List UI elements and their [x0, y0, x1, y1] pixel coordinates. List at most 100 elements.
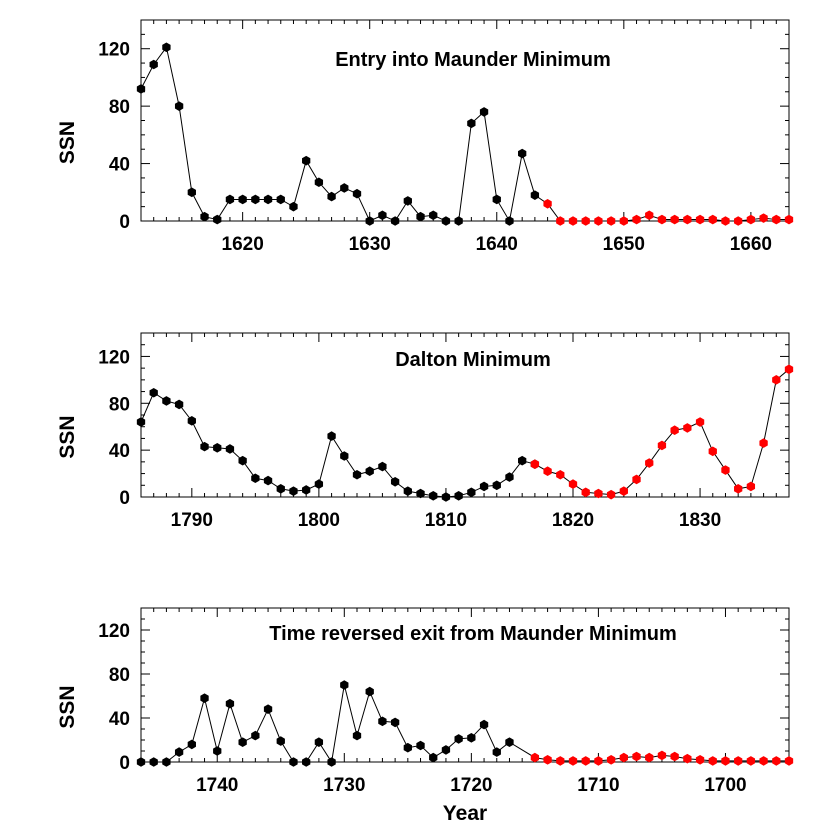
chart-title: Time reversed exit from Maunder Minimum	[269, 623, 677, 645]
x-tick-label: 1620	[222, 234, 264, 255]
data-point	[645, 458, 654, 468]
chart-panel-1: 1620 1630 1640 1650 1660 0 40 80 120 SSN Entry int…	[56, 19, 794, 255]
y-tick-label: 40	[109, 441, 130, 462]
data-point	[416, 211, 425, 222]
data-point	[619, 216, 628, 226]
x-tick-label: 1830	[679, 510, 721, 531]
y-axis-label: SSN	[56, 415, 79, 458]
y-tick-label: 120	[98, 347, 130, 368]
data-point	[759, 213, 768, 223]
data-point	[251, 473, 260, 484]
data-point	[556, 216, 565, 226]
data-point	[225, 194, 235, 205]
data-point	[784, 214, 794, 225]
data-point	[479, 719, 489, 730]
data-point	[518, 148, 527, 159]
y-tick-label: 40	[109, 709, 130, 730]
x-tick-label: 1650	[603, 234, 645, 255]
series-observed	[136, 680, 514, 767]
data-point	[302, 485, 311, 495]
x-tick-label: 1630	[349, 234, 391, 255]
data-point	[708, 756, 717, 766]
data-point	[340, 451, 349, 461]
data-point	[657, 440, 667, 451]
data-point	[543, 466, 552, 477]
data-point	[479, 481, 489, 492]
data-point	[213, 746, 222, 756]
data-point	[721, 216, 730, 226]
data-point	[619, 486, 628, 496]
series-observed	[136, 387, 540, 502]
data-point	[390, 216, 400, 226]
data-point	[683, 423, 692, 433]
x-tick-label: 1640	[476, 234, 518, 255]
data-point	[289, 757, 298, 767]
data-point	[543, 198, 552, 209]
data-point	[365, 466, 374, 477]
data-point	[594, 488, 603, 499]
data-point	[518, 455, 527, 466]
data-point	[441, 745, 451, 755]
data-point	[225, 444, 235, 454]
data-point	[149, 59, 158, 70]
series-minimum	[530, 750, 794, 766]
data-point	[670, 425, 679, 436]
data-point	[759, 438, 768, 448]
data-point	[568, 479, 578, 489]
data-point	[187, 416, 196, 426]
series-minimum	[530, 364, 794, 500]
data-point	[632, 214, 641, 225]
data-point	[403, 196, 412, 206]
data-point	[746, 214, 756, 225]
data-point	[149, 387, 158, 398]
data-point	[784, 364, 794, 375]
data-point	[734, 216, 743, 226]
y-tick-label: 80	[109, 665, 130, 686]
x-tick-label: 1820	[552, 510, 594, 531]
y-tick-label: 0	[119, 488, 130, 509]
data-point	[606, 755, 616, 765]
data-point	[416, 488, 425, 499]
y-tick-label: 0	[119, 753, 130, 774]
data-point	[340, 183, 349, 193]
data-point	[556, 756, 565, 766]
data-point	[530, 459, 540, 469]
data-point	[467, 487, 476, 498]
data-point	[606, 216, 616, 226]
data-point	[568, 216, 578, 226]
data-point	[352, 469, 362, 480]
x-tick-label: 1720	[450, 775, 492, 796]
data-point	[365, 686, 374, 697]
data-point	[251, 194, 260, 205]
data-point	[263, 704, 273, 714]
data-point	[378, 461, 387, 472]
x-tick-label: 1710	[577, 775, 619, 796]
series-line	[141, 684, 789, 764]
data-point	[556, 469, 565, 480]
data-point	[619, 752, 628, 763]
data-point	[594, 216, 603, 226]
data-point	[314, 737, 324, 747]
data-point	[772, 756, 781, 766]
data-point	[429, 210, 438, 221]
data-point	[162, 396, 171, 406]
y-tick-label: 40	[109, 155, 130, 176]
data-point	[251, 730, 260, 741]
data-point	[734, 484, 743, 494]
data-point	[467, 733, 476, 743]
data-point	[289, 486, 298, 496]
x-tick-label: 1790	[171, 510, 213, 531]
data-point	[683, 214, 692, 225]
data-point	[327, 431, 336, 441]
chart-title: Entry into Maunder Minimum	[335, 49, 611, 71]
data-point	[657, 750, 667, 761]
data-point	[416, 740, 425, 751]
data-point	[441, 216, 451, 226]
data-point	[403, 742, 412, 753]
data-point	[174, 747, 184, 757]
data-point	[390, 717, 400, 728]
data-point	[429, 491, 438, 501]
data-point	[302, 155, 311, 166]
data-point	[289, 201, 298, 212]
